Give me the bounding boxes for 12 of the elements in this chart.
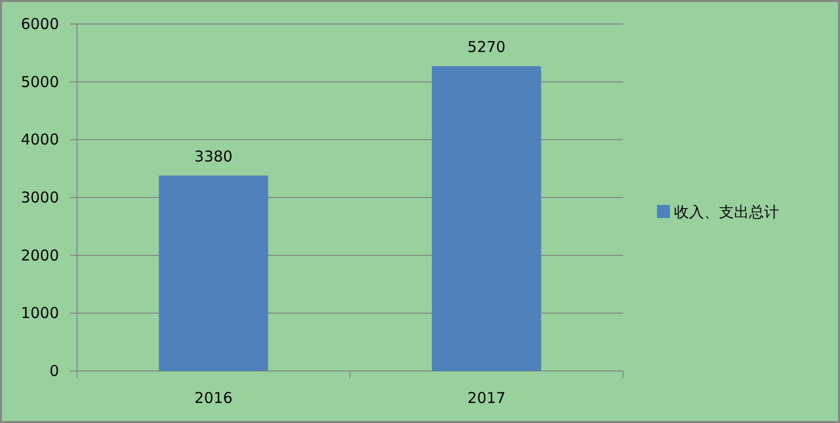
y-tick-label: 2000 (20, 246, 59, 264)
data-label: 3380 (194, 148, 233, 166)
y-tick-label: 6000 (20, 15, 59, 33)
y-tick-label: 1000 (20, 304, 59, 322)
y-tick-label: 0 (49, 362, 59, 380)
legend: 收入、支出总计 (657, 203, 779, 221)
y-tick-label: 3000 (20, 188, 59, 206)
x-tick-label: 2016 (194, 389, 233, 407)
y-tick-label: 5000 (20, 72, 59, 91)
x-tick-label: 2017 (467, 389, 506, 407)
y-tick-label: 4000 (20, 130, 59, 149)
data-label: 5270 (467, 38, 506, 56)
